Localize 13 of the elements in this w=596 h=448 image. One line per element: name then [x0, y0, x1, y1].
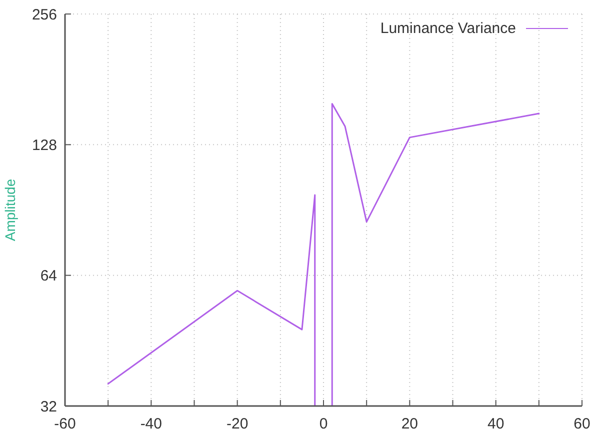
x-tick-label: 60 [574, 416, 590, 433]
y-tick-label: 64 [40, 268, 57, 285]
x-tick-label: -20 [226, 416, 248, 433]
legend-label: Luminance Variance [380, 20, 516, 37]
y-axis-title: Amplitude [2, 178, 18, 242]
y-tick-label: 32 [40, 398, 57, 416]
x-tick-label: 40 [487, 416, 504, 433]
x-tick-label: 0 [319, 416, 328, 433]
x-tick-label: -40 [140, 416, 162, 433]
y-tick-label: 256 [32, 6, 57, 24]
x-tick-label: 20 [401, 416, 418, 433]
y-tick-label: 128 [32, 136, 57, 154]
x-tick-label: -60 [54, 416, 76, 433]
